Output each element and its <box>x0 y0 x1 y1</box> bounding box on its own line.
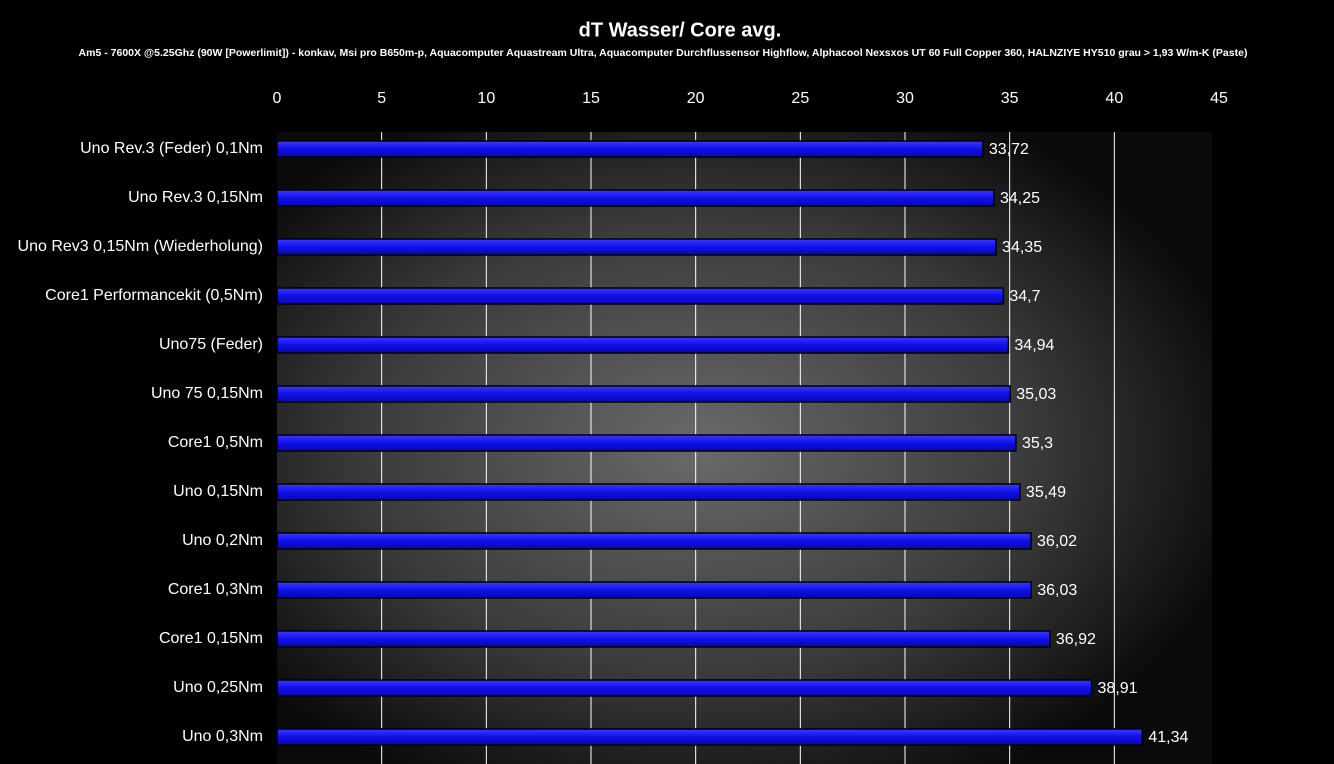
bar <box>276 630 1051 648</box>
x-tick-label: 15 <box>582 90 600 107</box>
bar <box>276 189 995 207</box>
bar <box>276 238 997 256</box>
bar <box>276 287 1005 305</box>
value-label: 35,3 <box>1022 435 1053 452</box>
bar <box>276 385 1012 403</box>
chart-title: dT Wasser/ Core avg. <box>579 19 782 41</box>
value-label: 36,02 <box>1037 533 1077 550</box>
y-tick-label: Uno Rev.3 0,15Nm <box>128 189 263 206</box>
y-tick-label: Uno75 (Feder) <box>159 336 263 353</box>
y-tick-label: Uno 0,3Nm <box>182 728 263 745</box>
chart-subtitle: Am5 - 7600X @5.25Ghz (90W [Powerlimit]) … <box>79 47 1248 59</box>
y-tick-label: Core1 0,5Nm <box>168 434 263 451</box>
x-tick-label: 25 <box>791 90 809 107</box>
value-label: 33,72 <box>989 141 1029 158</box>
y-tick-label: Uno 0,25Nm <box>173 679 263 696</box>
x-tick-label: 35 <box>1001 90 1019 107</box>
y-tick-label: Core1 Performancekit (0,5Nm) <box>45 287 263 304</box>
x-tick-label: 0 <box>273 90 282 107</box>
bar <box>276 728 1144 746</box>
value-label: 36,03 <box>1037 582 1077 599</box>
value-label: 41,34 <box>1148 729 1188 746</box>
x-tick-label: 45 <box>1210 90 1228 107</box>
x-tick-label: 40 <box>1105 90 1123 107</box>
y-tick-label: Uno 75 0,15Nm <box>151 385 263 402</box>
value-label: 36,92 <box>1056 631 1096 648</box>
y-tick-label: Uno 0,15Nm <box>173 483 263 500</box>
y-tick-label: Core1 0,15Nm <box>159 630 263 647</box>
bar <box>276 336 1010 354</box>
y-tick-label: Uno Rev3 0,15Nm (Wiederholung) <box>18 238 263 255</box>
bar <box>276 140 984 158</box>
bar <box>276 679 1093 697</box>
x-tick-label: 5 <box>377 90 386 107</box>
bar <box>276 434 1017 452</box>
x-tick-label: 30 <box>896 90 914 107</box>
y-tick-label: Core1 0,3Nm <box>168 581 263 598</box>
value-label: 35,03 <box>1016 386 1056 403</box>
x-tick-label: 20 <box>687 90 705 107</box>
y-tick-label: Uno Rev.3 (Feder) 0,1Nm <box>80 140 263 157</box>
value-label: 34,7 <box>1009 288 1040 305</box>
x-tick-label: 10 <box>477 90 495 107</box>
y-tick-label: Uno 0,2Nm <box>182 532 263 549</box>
value-label: 38,91 <box>1098 680 1138 697</box>
value-label: 34,25 <box>1000 190 1040 207</box>
value-label: 34,94 <box>1014 337 1054 354</box>
bar <box>276 532 1032 550</box>
bar <box>276 483 1021 501</box>
bar <box>276 581 1032 599</box>
value-label: 35,49 <box>1026 484 1066 501</box>
value-label: 34,35 <box>1002 239 1042 256</box>
